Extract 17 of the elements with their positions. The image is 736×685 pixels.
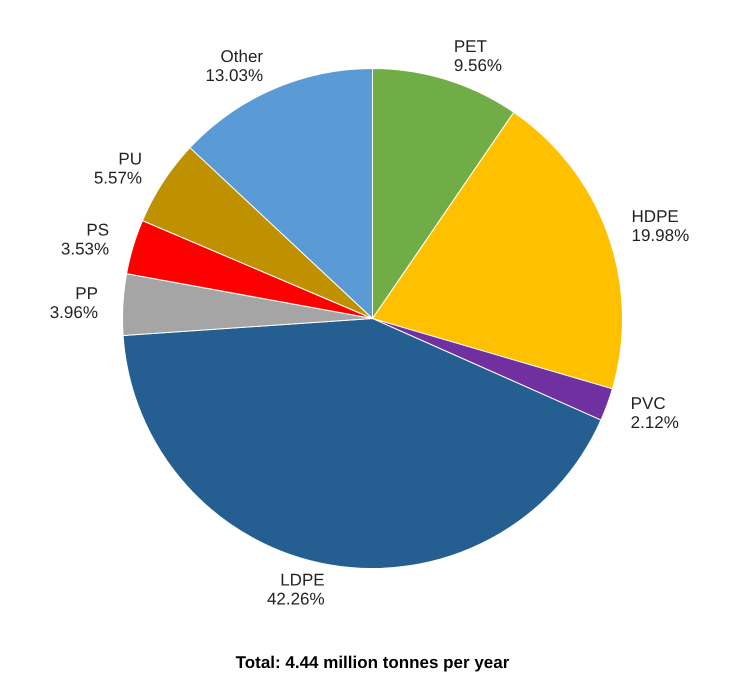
data-label: 2.12% — [630, 413, 679, 432]
slice-label: PP — [75, 284, 98, 304]
data-label: 9.56% — [454, 56, 502, 75]
data-label: 3.96% — [50, 303, 98, 322]
slice-label: PET — [454, 36, 487, 56]
data-label: 3.53% — [60, 240, 110, 259]
slice-label: PVC — [630, 394, 666, 414]
slice-label: Other — [220, 47, 264, 66]
data-label: 19.98% — [632, 226, 690, 246]
data-label: 5.57% — [94, 168, 142, 188]
slice-label: LDPE — [280, 570, 325, 590]
slice-label: HDPE — [632, 207, 679, 226]
slice-label: PS — [86, 220, 110, 240]
data-label: 13.03% — [205, 66, 264, 86]
slice-label: PU — [118, 149, 142, 168]
text: Total: 4.44 million tonnes per year — [236, 653, 510, 672]
data-label: 42.26% — [266, 589, 325, 608]
